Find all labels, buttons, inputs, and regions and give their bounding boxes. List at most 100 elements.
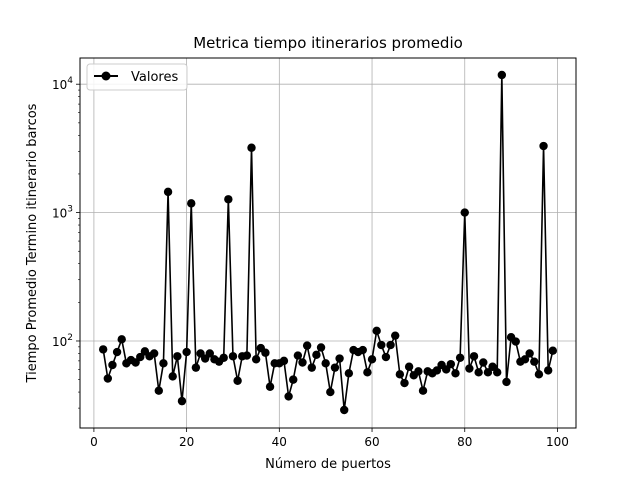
data-point [525,349,534,358]
x-tick-label: 100 [546,435,569,449]
data-point [418,386,428,395]
data-point [173,352,182,361]
data-point [154,386,163,395]
data-point [242,351,252,360]
data-point [316,343,326,352]
data-point [279,356,289,366]
legend-marker-swatch [101,71,111,81]
data-point [391,331,400,340]
legend-label: Valores [131,70,178,85]
y-tick-label: 104 [52,76,73,92]
series-valores [98,70,558,415]
x-tick-label: 0 [90,435,98,449]
plot-area-frame [79,57,577,429]
data-point [474,368,483,377]
data-point [187,199,196,208]
data-point [455,353,465,362]
x-tick-label: 80 [457,435,472,449]
y-tick-exponent: 2 [67,333,73,343]
data-point [400,378,409,388]
data-point [289,375,298,384]
data-point [358,345,367,355]
data-point [446,359,456,369]
data-point [307,363,316,372]
data-point [191,363,201,372]
y-tick-label: 103 [52,205,73,221]
data-point [340,405,349,415]
data-point [367,355,377,364]
data-point [117,335,126,344]
data-point [233,376,242,385]
data-point [497,70,507,80]
data-point [149,349,159,358]
data-point [469,352,479,361]
data-point [530,357,539,366]
data-point [344,369,354,378]
data-point [539,141,548,151]
data-point [404,362,414,371]
data-point [460,208,469,217]
data-point [265,382,275,391]
data-point [520,355,530,364]
data-point [103,374,113,383]
data-point [395,370,405,379]
data-point [136,352,145,362]
legend: Valores [86,63,188,91]
data-point [159,359,168,368]
data-point [330,363,340,372]
data-point [326,387,335,397]
y-tick-exponent: 3 [67,205,73,215]
data-point [548,346,558,355]
data-point [511,337,520,346]
x-tick-label: 60 [364,435,379,449]
data-point [465,364,474,373]
data-point [251,355,261,364]
data-point [163,187,173,197]
data-point [228,352,238,361]
data-point [293,351,303,360]
data-point [479,358,488,367]
y-tick-base: 10 [52,335,67,349]
x-tick-label: 20 [179,435,194,449]
data-point [414,367,423,376]
data-point [321,359,330,368]
data-point [451,369,460,378]
data-point [205,349,214,358]
data-point [224,195,233,204]
x-tick-label: 40 [272,435,287,449]
data-point [284,392,293,401]
x-axis-ticks: 0 20 40 60 80 100 [90,428,569,449]
data-point [372,326,381,336]
data-point [261,348,270,357]
y-tick-exponent: 4 [67,76,73,86]
legend-box [86,63,188,91]
data-point [131,358,140,367]
data-point [363,368,372,377]
x-axis-label: Número de puertos [265,457,391,472]
data-point [488,362,497,371]
data-point [312,350,321,360]
data-point [302,341,312,350]
data-point [247,143,256,152]
data-point [502,377,511,387]
data-point [112,347,122,357]
data-point [298,358,307,367]
y-tick-base: 10 [52,207,67,221]
data-point [335,354,344,363]
y-tick-base: 10 [52,78,67,92]
y-axis-label: Tiempo Promedio Termino itinerario barco… [25,103,40,383]
data-point [98,345,108,354]
data-point [381,352,391,362]
data-point [386,340,395,350]
data-point [182,347,191,357]
data-point [219,353,228,362]
data-point [483,368,493,377]
data-point [543,366,553,375]
data-point [493,368,502,377]
chart-title: Metrica tiempo itinerarios promedio [193,34,463,52]
y-tick-label: 102 [52,333,73,349]
data-point [534,370,544,379]
data-point [177,396,187,406]
